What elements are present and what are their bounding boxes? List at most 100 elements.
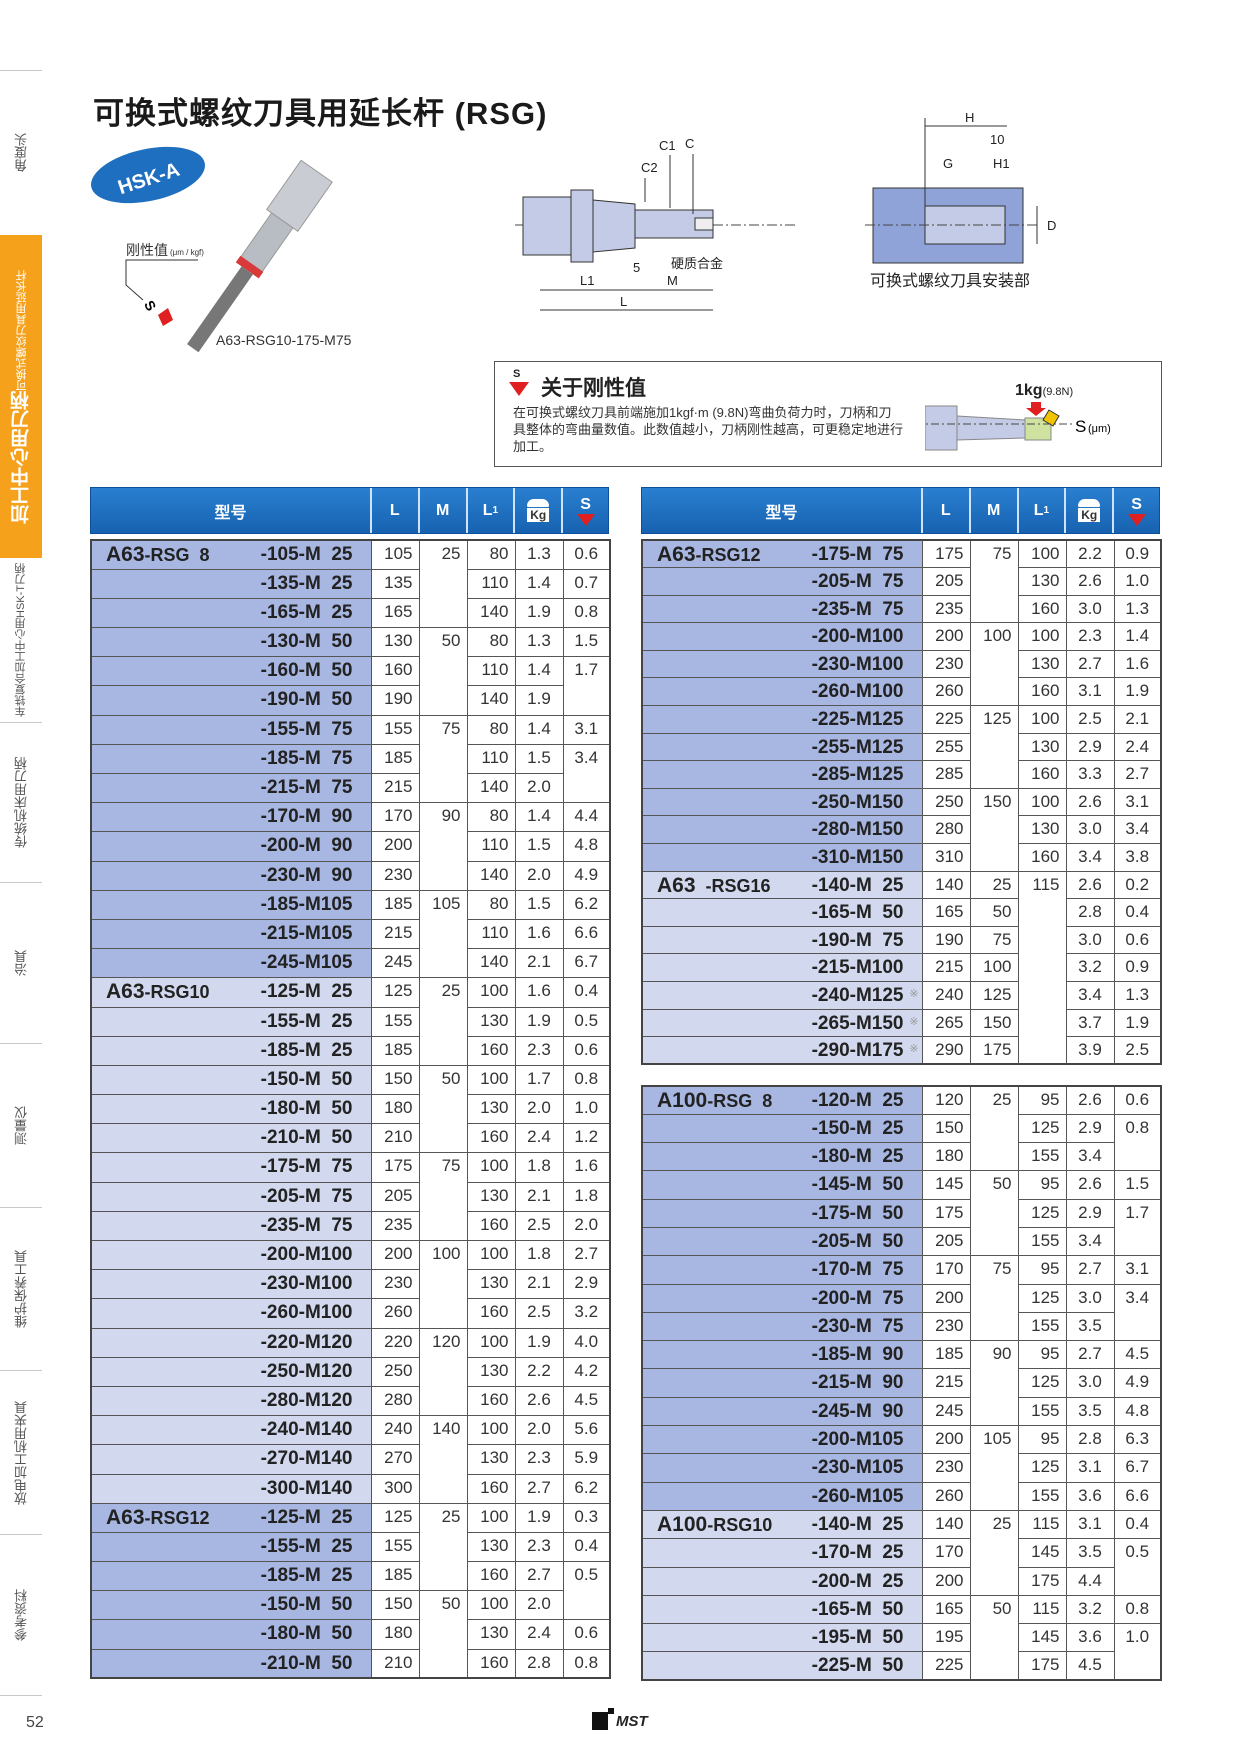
table-row: -180-M 25 180 155 3.4	[641, 1142, 1161, 1172]
model-code: -150-M 25	[811, 1117, 904, 1139]
m-cell: 125	[969, 981, 1019, 1010]
stiffness-cell: 6.2	[562, 1473, 611, 1504]
model-cell: -200-M100	[90, 1239, 372, 1271]
model-cell: -225-M 50	[641, 1651, 923, 1681]
sidebar-item-label: 测量仪	[13, 1106, 29, 1145]
model-cell: -165-M 25	[90, 597, 372, 629]
l1-cell: 160	[466, 1648, 516, 1679]
model-code: -225-M125	[811, 709, 904, 731]
l1-cell: 140	[466, 860, 516, 891]
sidebar-item-machining-center-holders[interactable]: 加工中心用刀柄可换式螺纹刀具用延长杆	[0, 235, 42, 558]
weight-cell: 3.0	[1065, 925, 1115, 955]
sidebar-item-angle-head[interactable]: 角度头	[0, 72, 42, 232]
model-code: -170-M 90	[260, 806, 353, 828]
stiffness-cell: 1.0	[1113, 1623, 1162, 1681]
l1-cell: 125	[1017, 1283, 1067, 1313]
l1-cell: 175	[1017, 1566, 1067, 1596]
model-cell: -165-M 50	[641, 1594, 923, 1625]
model-cell: -145-M 50	[641, 1170, 923, 1200]
model-cell: -285-M125	[641, 760, 923, 789]
toolholder-picture	[187, 159, 333, 353]
weight-cell: 2.3	[514, 1444, 564, 1475]
table-row: -230-M100 230 130 2.1 2.9	[90, 1269, 611, 1300]
stiffness-cell: 4.2	[562, 1356, 611, 1387]
sidebar-item-edm[interactable]: 放电加工机用夹具	[0, 1371, 42, 1534]
model-cell: -135-M 25	[90, 568, 372, 599]
length-cell: 155	[370, 1006, 420, 1037]
stiffness-cell: 6.3	[1113, 1425, 1162, 1455]
model-cell: -205-M 75	[641, 567, 923, 596]
m-cell: 105	[969, 1425, 1019, 1511]
weight-cell: 3.6	[1065, 1481, 1115, 1511]
stiffness-cell: 4.9	[1113, 1368, 1162, 1398]
sidebar-item-fixtures[interactable]: 治具	[0, 883, 42, 1043]
weight-cell: 1.6	[514, 977, 564, 1008]
m-cell: 90	[418, 802, 468, 891]
model-prefix: A100	[657, 1089, 708, 1112]
l1-cell: 100	[1017, 787, 1067, 817]
l1-cell: 110	[466, 743, 516, 775]
model-cell: A63-RSG12 -175-M 75	[641, 539, 923, 569]
hsk-badge	[91, 146, 205, 204]
stiffness-cell: 4.5	[562, 1385, 611, 1417]
length-cell: 280	[921, 815, 971, 845]
table-row: -185-M 25 185 160 2.3 0.6	[90, 1035, 611, 1066]
m-cell: 50	[418, 1064, 468, 1154]
table-row: A63-RSG12 -175-M 75 175 75 100 2.2 0.9	[641, 539, 1162, 624]
model-cell: -200-M100	[641, 622, 923, 651]
model-prefix: A63	[657, 543, 696, 566]
weight-cell: 2.8	[514, 1648, 564, 1679]
sidebar-item-maintenance[interactable]: 维护保养工具	[0, 1208, 42, 1370]
l1-cell: 100	[1017, 539, 1067, 569]
s-arrow-icon	[509, 382, 529, 396]
model-cell: -260-M100	[90, 1298, 372, 1329]
model-cell: A100-RSG10 -140-M 25	[641, 1509, 923, 1540]
model-code: -170-M 25	[811, 1542, 904, 1564]
sidebar-item-reference[interactable]: 参考资料	[0, 1535, 42, 1695]
table-row: -215-M105 215 110 1.6 6.6	[90, 918, 611, 950]
l1-cell: 80	[466, 714, 516, 745]
m-cell: 75	[418, 714, 468, 804]
weight-kg-label: Kg	[1078, 508, 1101, 522]
weight-cell: 3.7	[1065, 1008, 1115, 1038]
header-l1-label: L	[1033, 501, 1044, 519]
s-unit: (μm)	[1088, 423, 1111, 435]
table-row: -240-M140 240 140 100 2.0 5.6	[90, 1415, 611, 1504]
model-code: -205-M 75	[260, 1185, 353, 1207]
sidebar-item-conventional-holders[interactable]: 传统机床用刀柄	[0, 723, 42, 881]
model-cell: -265-M150 ※	[641, 1008, 923, 1038]
model-cell: -175-M 50	[641, 1198, 923, 1228]
l1-cell: 160	[466, 1035, 516, 1066]
stiffness-cell: 2.7	[562, 1239, 611, 1271]
l1-cell: 110	[466, 568, 516, 599]
length-cell: 245	[370, 948, 420, 979]
model-cell: -230-M 90	[90, 860, 372, 891]
model-code: -145-M 50	[811, 1174, 904, 1196]
header-stiffness: S	[1112, 488, 1159, 533]
length-cell: 215	[921, 953, 971, 982]
length-cell: 120	[921, 1085, 971, 1115]
model-cell: -155-M 75	[90, 714, 372, 745]
table-row: -185-M 75 185 110 1.5 3.4	[90, 743, 611, 804]
length-cell: 240	[921, 981, 971, 1010]
length-cell: 235	[921, 594, 971, 624]
l1-cell: 130	[466, 1181, 516, 1212]
l1-cell: 160	[466, 1298, 516, 1329]
model-code: -175-M 75	[260, 1156, 353, 1178]
stiffness-cell: 0.4	[562, 1531, 611, 1563]
weight-icon: Kg	[1078, 499, 1101, 522]
l1-cell: 155	[1017, 1481, 1067, 1511]
sidebar-item-hsk-t[interactable]: 车铣复合加工中心用HSK-T刀柄	[0, 560, 42, 720]
length-cell: 200	[921, 1283, 971, 1313]
model-cell: A63-RSG 8 -105-M 25	[90, 539, 372, 570]
length-cell: 245	[921, 1396, 971, 1427]
length-cell: 170	[921, 1538, 971, 1568]
stiffness-cell: 0.5	[562, 1006, 611, 1037]
length-cell: 185	[370, 1561, 420, 1592]
sidebar-item-measuring[interactable]: 测量仪	[0, 1044, 42, 1207]
weight-cell: 3.2	[1065, 1594, 1115, 1625]
m-cell: 100	[969, 953, 1019, 982]
model-note: ※	[909, 988, 919, 1000]
stiffness-cell: 0.8	[562, 1064, 611, 1096]
model-code: -190-M 75	[811, 929, 904, 951]
